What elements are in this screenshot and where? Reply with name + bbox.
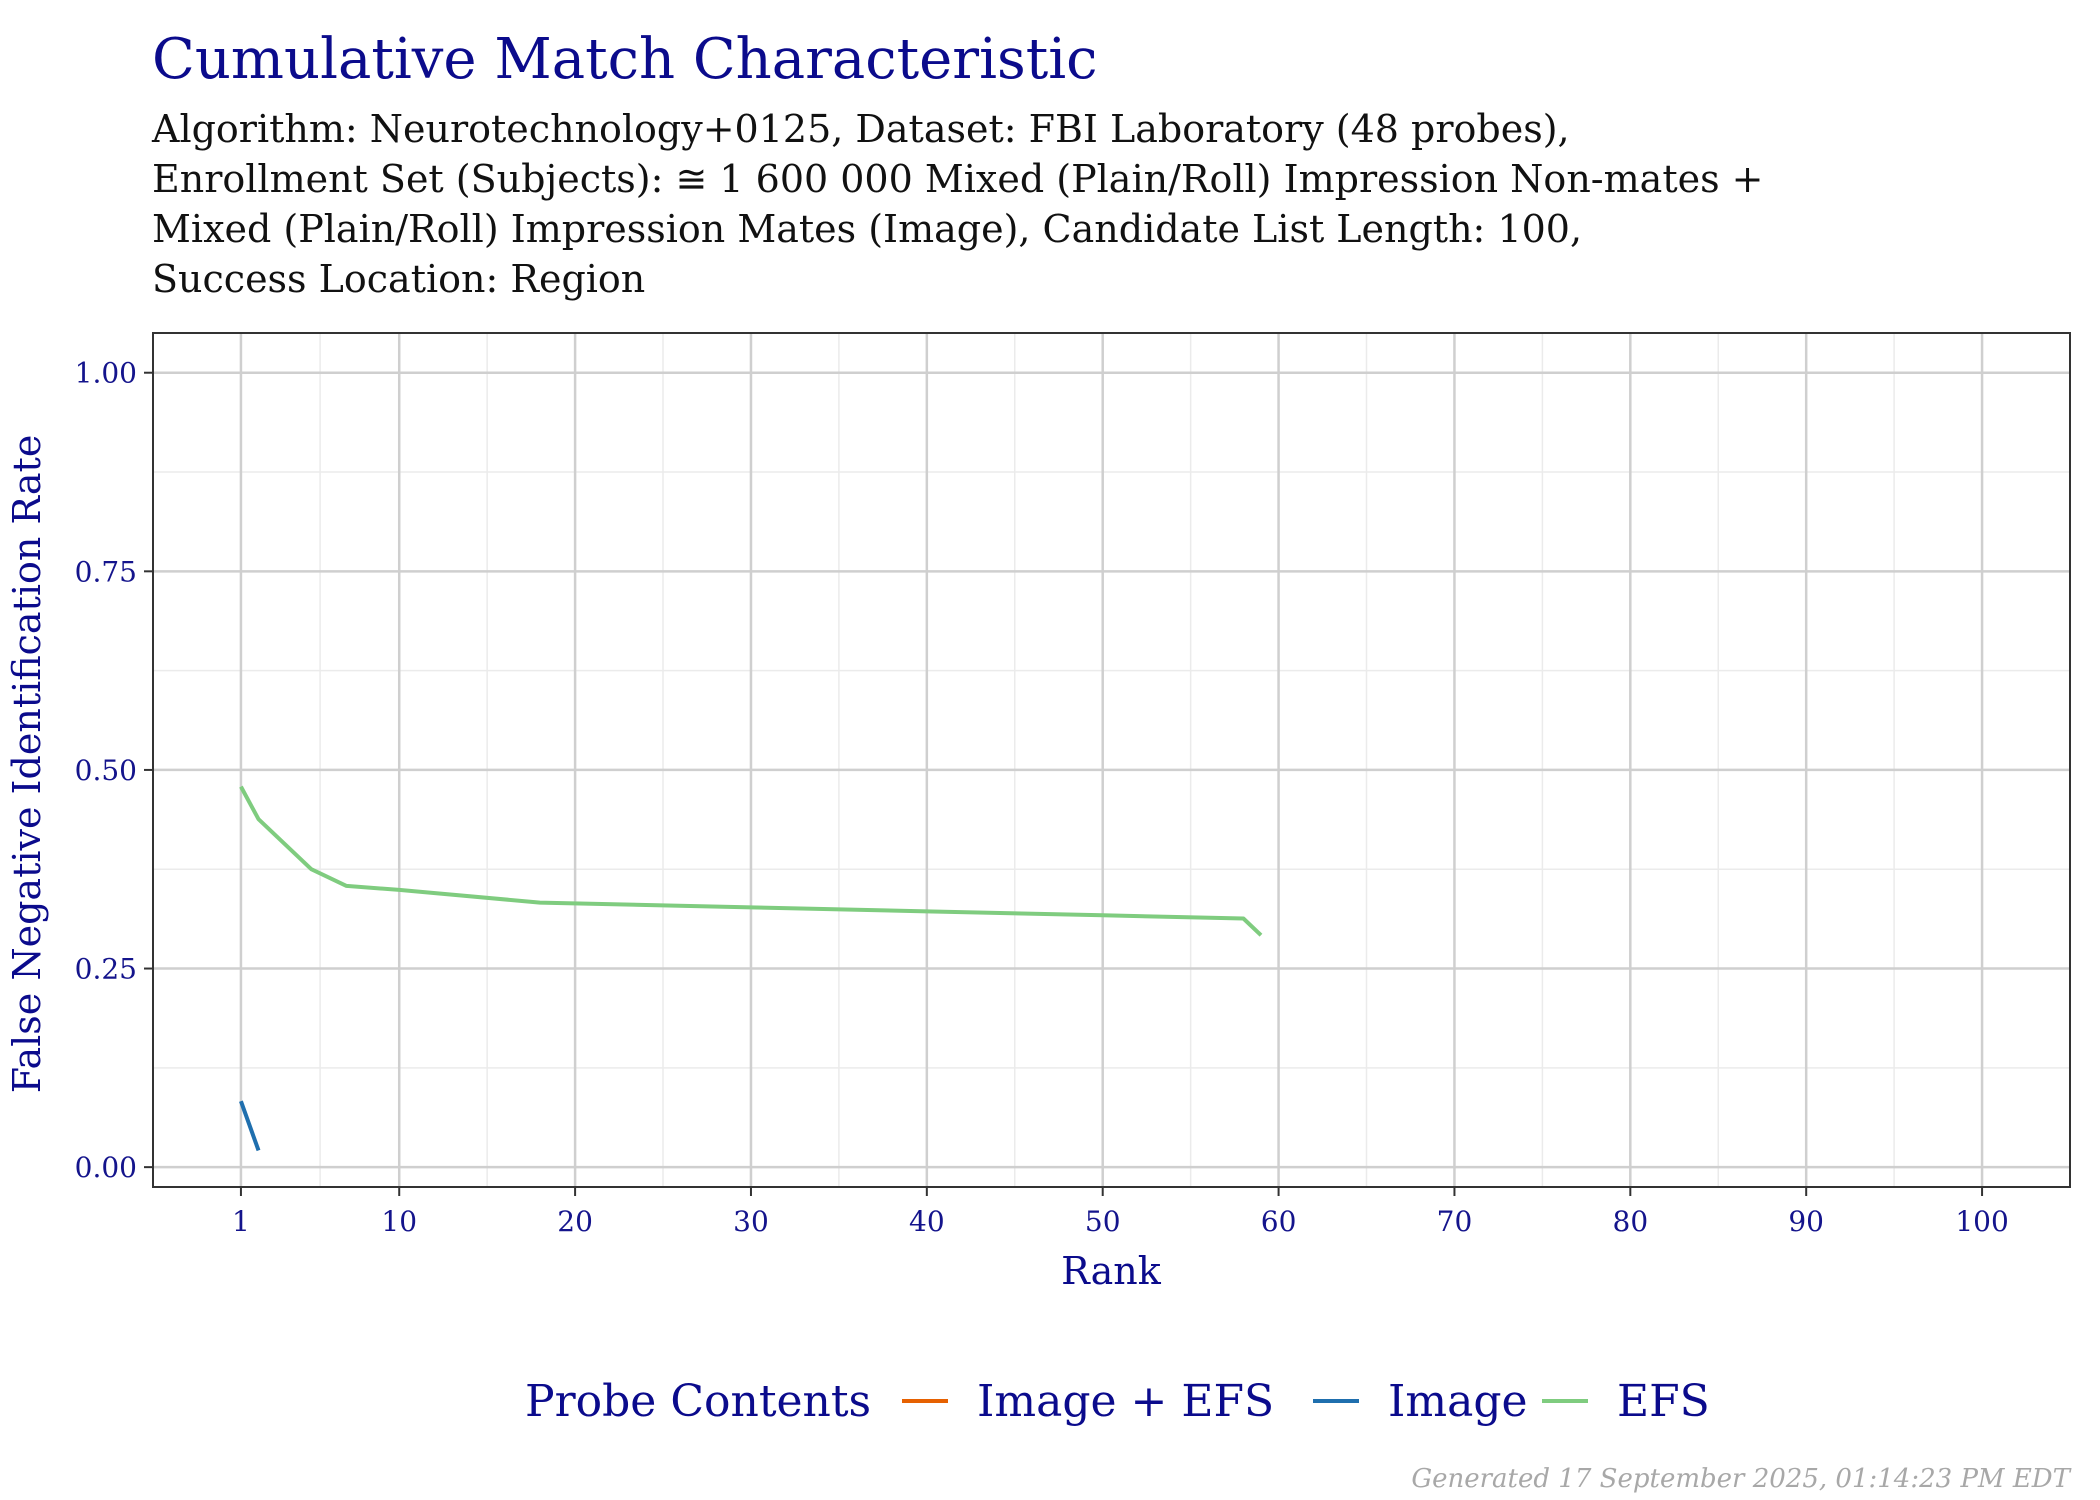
y-tick-label: 1.00 <box>75 357 137 390</box>
x-tick-label: 60 <box>1261 1205 1297 1238</box>
x-tick-label: 90 <box>1788 1205 1824 1238</box>
generated-timestamp: Generated 17 September 2025, 01:14:23 PM… <box>1411 1464 2071 1494</box>
y-tick-label: 0.50 <box>75 754 137 787</box>
legend-label-efs: EFS <box>1617 1376 1710 1427</box>
subtitle-line-3: Mixed (Plain/Roll) Impression Mates (Ima… <box>152 207 1582 251</box>
x-tick-label: 30 <box>733 1205 769 1238</box>
series-line-efs <box>239 785 1263 937</box>
x-tick-label: 40 <box>909 1205 945 1238</box>
x-axis-title: Rank <box>1061 1249 1162 1293</box>
series-line-image <box>239 1100 261 1152</box>
y-tick-label: 0.75 <box>75 555 137 588</box>
y-tick-label: 0.25 <box>75 953 137 986</box>
chart-title: Cumulative Match Characteristic <box>152 27 1098 92</box>
y-tick-label: 0.00 <box>75 1151 137 1184</box>
plot-border <box>152 332 2071 1188</box>
subtitle-line-2: Enrollment Set (Subjects): ≅ 1 600 000 M… <box>152 157 1764 201</box>
x-tick-label: 70 <box>1437 1205 1473 1238</box>
legend-label-image: Image <box>1388 1376 1528 1427</box>
x-tick-label: 1 <box>232 1205 250 1238</box>
legend: Probe Contents Image + EFS Image EFS <box>525 1376 1710 1427</box>
plot-panel <box>153 333 2070 1187</box>
legend-label-image-efs: Image + EFS <box>977 1376 1274 1427</box>
legend-title: Probe Contents <box>525 1376 871 1427</box>
plot-area: 1 10 20 30 40 50 60 70 80 90 100 0.00 0.25 0.50 0.75 1.… <box>75 332 2071 1238</box>
x-tick-label: 10 <box>381 1205 417 1238</box>
subtitle-line-4: Success Location: Region <box>152 257 645 301</box>
x-tick-label: 20 <box>557 1205 593 1238</box>
x-tick-label: 50 <box>1085 1205 1121 1238</box>
x-tick-label: 100 <box>1955 1205 2008 1238</box>
x-tick-label: 80 <box>1613 1205 1649 1238</box>
subtitle-line-1: Algorithm: Neurotechnology+0125, Dataset… <box>151 107 1570 151</box>
y-axis-title: False Negative Identification Rate <box>5 435 49 1094</box>
